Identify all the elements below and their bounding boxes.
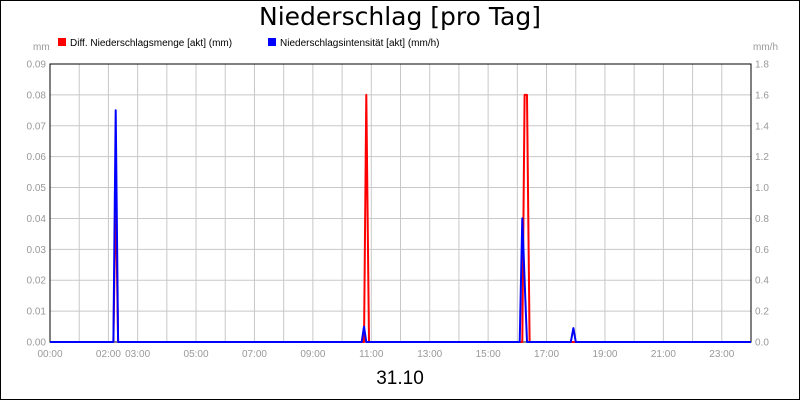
legend-swatch-red — [58, 38, 66, 47]
y-right-tick-label: 0.2 — [755, 307, 769, 318]
x-tick-label: 11:00 — [359, 349, 384, 360]
date-label: 31.10 — [376, 368, 424, 389]
y-left-tick-label: 0.08 — [27, 90, 47, 101]
left-axis-unit: mm — [33, 42, 50, 53]
legend-item-menge: Diff. Niederschlagsmenge [akt] (mm) — [58, 38, 232, 49]
legend-label-menge: Diff. Niederschlagsmenge [akt] (mm) — [70, 38, 233, 49]
x-tick-label: 07:00 — [242, 349, 267, 360]
chart-title: Niederschlag [pro Tag] — [259, 2, 541, 31]
legend-item-intensitaet: Niederschlagsintensität [akt] (mm/h) — [268, 38, 440, 49]
y-right-tick-label: 1.4 — [755, 121, 769, 132]
legend-swatch-blue — [268, 38, 276, 47]
y-right-tick-label: 0.6 — [755, 245, 769, 256]
x-tick-label: 17:00 — [534, 349, 559, 360]
y-right-tick-label: 0.0 — [755, 338, 769, 349]
y-left-tick-label: 0.00 — [27, 338, 47, 349]
y-left-tick-label: 0.01 — [27, 307, 47, 318]
y-right-tick-label: 0.4 — [755, 276, 769, 287]
y-left-tick-label: 0.05 — [27, 183, 47, 194]
y-right-tick-label: 1.8 — [755, 60, 769, 71]
y-right-tick-label: 0.8 — [755, 214, 769, 225]
y-left-tick-label: 0.07 — [27, 121, 47, 132]
y-left-tick-label: 0.02 — [27, 276, 47, 287]
y-right-tick-label: 1.2 — [755, 152, 769, 163]
x-tick-label: 09:00 — [300, 349, 325, 360]
right-axis-unit: mm/h — [753, 42, 778, 53]
y-right-tick-label: 1.6 — [755, 90, 769, 101]
y-left-tick-label: 0.09 — [27, 60, 47, 71]
x-tick-label: 00:00 — [37, 349, 62, 360]
x-tick-label: 13:00 — [417, 349, 442, 360]
x-tick-label: 23:00 — [709, 349, 734, 360]
y-right-tick-label: 1.0 — [755, 183, 769, 194]
y-left-tick-label: 0.06 — [27, 152, 47, 163]
x-tick-label: 03:00 — [125, 349, 150, 360]
y-left-tick-label: 0.03 — [27, 245, 47, 256]
x-tick-label: 05:00 — [184, 349, 209, 360]
y-left-tick-label: 0.04 — [27, 214, 47, 225]
x-tick-label: 21:00 — [651, 349, 676, 360]
x-tick-label: 02:00 — [96, 349, 121, 360]
x-tick-label: 15:00 — [476, 349, 501, 360]
series-line-intensitaet — [50, 109, 751, 343]
x-tick-label: 19:00 — [592, 349, 617, 360]
legend-label-intensitaet: Niederschlagsintensität [akt] (mm/h) — [280, 38, 440, 49]
